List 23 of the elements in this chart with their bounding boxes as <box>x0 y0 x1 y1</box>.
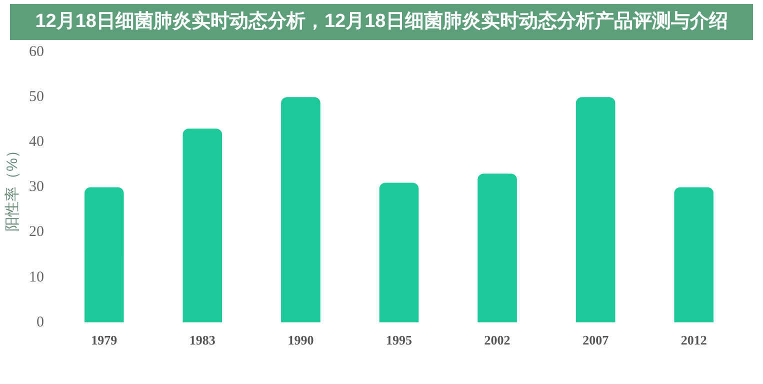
bar <box>379 182 419 322</box>
bar <box>674 187 714 322</box>
chart-title: 12月18日细菌肺炎实时动态分析，12月18日细菌肺炎实时动态分析产品评测与介绍 <box>10 4 753 40</box>
bar <box>478 174 517 322</box>
bar <box>84 187 124 322</box>
bar <box>182 128 222 322</box>
y-tick-label: 60 <box>29 44 44 60</box>
x-tick-label: 1990 <box>288 332 314 348</box>
bar <box>576 97 616 322</box>
y-tick-label: 20 <box>29 224 44 240</box>
y-tick-label: 10 <box>29 269 44 286</box>
x-tick-label: 2007 <box>582 332 610 348</box>
y-tick-label: 40 <box>29 134 44 150</box>
x-tick-label: 2002 <box>484 332 510 348</box>
y-tick-label: 50 <box>29 89 44 106</box>
x-tick-label: 1983 <box>189 332 216 348</box>
x-tick-label: 2012 <box>680 332 707 348</box>
y-tick-label: 0 <box>36 314 44 330</box>
y-axis-title: 阳性率（%） <box>4 143 22 232</box>
y-tick-label: 30 <box>29 179 44 196</box>
x-tick-label: 1979 <box>91 332 118 348</box>
bar <box>281 97 320 322</box>
x-tick-label: 1995 <box>386 332 412 348</box>
